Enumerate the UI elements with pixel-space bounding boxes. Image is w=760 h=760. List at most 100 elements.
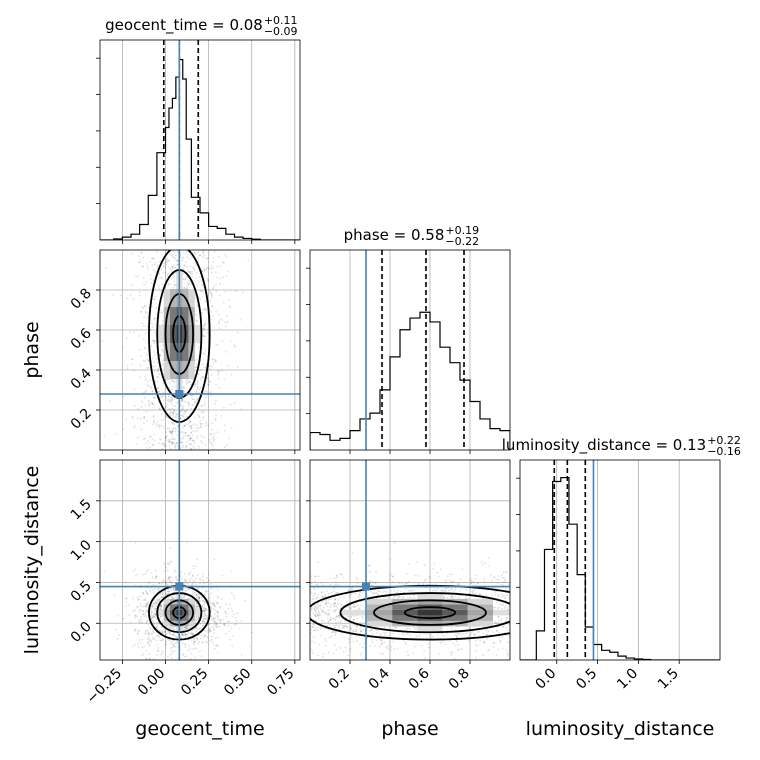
sample-point [489,574,492,577]
sample-point [172,634,175,636]
sample-point [163,262,166,265]
sample-point [137,598,140,601]
sample-point [195,606,197,609]
sample-point [149,657,151,660]
sample-point [165,258,168,261]
sample-point [347,589,350,592]
sample-point [139,355,142,358]
sample-point [211,641,214,644]
sample-point [167,576,170,579]
sample-point [494,620,497,623]
sample-point [333,643,336,646]
sample-point [170,254,173,257]
sample-point [168,395,171,398]
sample-point [147,385,150,388]
sample-point [149,435,152,438]
sample-point [201,575,204,578]
sample-point [170,379,173,382]
contours [310,584,510,641]
sample-point [334,591,337,594]
sample-point [485,593,488,596]
sample-point [184,400,186,403]
sample-point [161,591,164,594]
sample-point [217,602,220,605]
sample-point [460,648,463,650]
sample-point [416,662,418,664]
sample-point [156,376,159,379]
sample-point [312,652,314,655]
sample-point [147,642,150,644]
sample-point [204,589,207,592]
sample-point [497,595,500,598]
sample-point [218,255,220,258]
sample-point [502,577,505,580]
sample-point [356,582,359,585]
sample-point [196,595,199,598]
sample-point [188,573,190,576]
sample-point [315,598,318,600]
sample-point [194,295,197,297]
sample-point [216,651,219,654]
sample-point [124,418,127,421]
sample-point [158,273,161,276]
sample-point [198,276,201,279]
sample-point [177,259,179,262]
sample-point [187,405,190,407]
sample-point [313,613,316,616]
sample-point [410,589,413,591]
sample-point [501,574,503,577]
sample-point [171,253,173,256]
hist-content [100,40,300,240]
sample-point [333,605,336,608]
sample-point [153,360,156,363]
sample-point [205,618,208,621]
sample-point [208,601,211,604]
sample-point [138,261,141,264]
sample-point [148,582,150,585]
sample-point [214,636,217,639]
sample-point [187,588,190,590]
sample-point [152,423,155,426]
sample-point [142,599,145,601]
sample-point [496,578,499,581]
sample-point [195,437,198,440]
sample-point [231,644,234,647]
sample-point [328,577,331,580]
sample-point [129,294,132,296]
density-cell [442,615,468,621]
sample-point [201,441,203,444]
sample-point [184,634,187,636]
sample-point [358,607,361,610]
sample-point [203,376,205,379]
sample-point [339,615,341,618]
sample-point [157,649,159,652]
sample-point [316,629,319,631]
sample-point [391,632,394,635]
sample-point [126,367,129,370]
scatter-panel-phase-vs-geocent_time [96,249,301,454]
sample-point [134,609,137,612]
sample-point [154,295,157,298]
sample-point [151,401,153,404]
sample-point [209,627,212,629]
sample-point [155,602,158,605]
sample-point [186,401,189,403]
sample-point [166,257,169,260]
sample-point [198,416,201,419]
density-cell [417,609,443,616]
sample-point [360,630,363,632]
sample-point [225,314,228,317]
sample-point [151,576,154,579]
sample-point [182,634,185,637]
sample-point [169,400,172,403]
sample-point [201,376,204,379]
sample-point [472,580,475,583]
sample-point [502,594,505,597]
sample-point [211,305,214,308]
sample-point [350,607,353,609]
sample-point [472,591,474,594]
sample-point [210,311,213,313]
density-cell [157,325,164,343]
sample-point [149,379,152,382]
sample-point [310,582,313,584]
